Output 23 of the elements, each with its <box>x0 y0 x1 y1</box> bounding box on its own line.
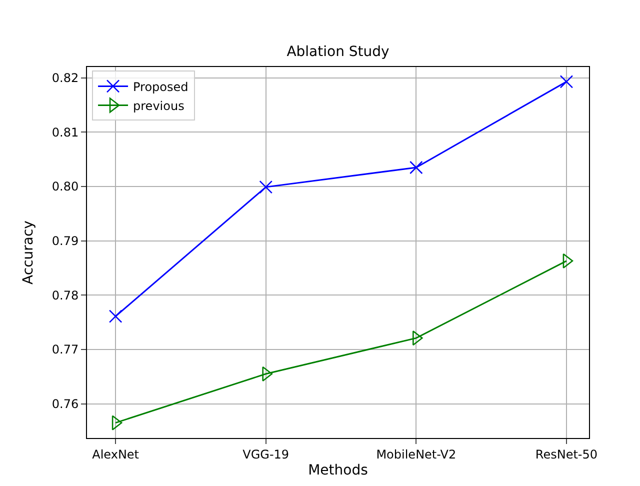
y-tick-label: 0.76 <box>52 396 79 411</box>
x-axis-title: Methods <box>308 462 368 479</box>
y-tick-label: 0.82 <box>52 71 79 86</box>
y-tick-label: 0.81 <box>52 125 79 140</box>
x-tick-label: MobileNet-V2 <box>376 447 456 462</box>
x-tick-label: AlexNet <box>92 447 140 462</box>
chart-title: Ablation Study <box>286 44 390 60</box>
point <box>562 253 574 268</box>
point <box>108 310 122 323</box>
y-tick-label: 0.78 <box>52 288 79 302</box>
y-tick-label: 0.77 <box>52 342 79 357</box>
legend-label: previous <box>133 98 184 113</box>
point <box>262 366 273 382</box>
point <box>259 180 273 194</box>
point <box>112 415 122 430</box>
y-axis-title: Accuracy <box>20 220 36 284</box>
point <box>410 160 423 174</box>
point <box>560 75 574 88</box>
x-tick-label: VGG-19 <box>242 447 290 462</box>
legend-label: Proposed <box>133 80 188 94</box>
y-tick-label: 0.79 <box>52 234 79 248</box>
x-tick-label: ResNet-50 <box>535 447 598 462</box>
y-tick-label: 0.80 <box>52 180 79 194</box>
